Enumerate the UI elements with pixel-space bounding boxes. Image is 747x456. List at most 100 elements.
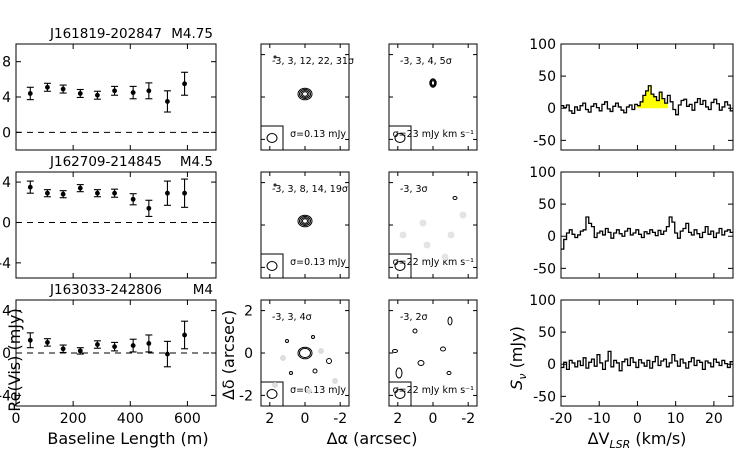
spectrum-line <box>561 85 733 116</box>
noise-contour <box>273 183 277 187</box>
map-x-tick-label: -2 <box>461 411 475 427</box>
data-point <box>165 190 170 196</box>
data-point <box>60 86 66 92</box>
y-tick-label: 4 <box>2 304 11 320</box>
data-point <box>45 84 50 90</box>
vel-tick-label: 10 <box>667 411 685 427</box>
flux-tick-label: 100 <box>529 293 556 309</box>
beam-box <box>388 381 412 407</box>
noise-patch <box>318 348 324 354</box>
spectrum-line <box>561 350 733 372</box>
maps-ylabel: Δδ (arcsec) <box>219 310 238 400</box>
y-tick-label: 0 <box>2 346 11 362</box>
line-contour <box>452 196 458 200</box>
line-contour <box>395 367 403 379</box>
beam-box <box>260 381 284 407</box>
beam-ellipse <box>394 389 406 399</box>
data-point <box>112 190 117 196</box>
continuum-contour-levels: -3, 3, 8, 14, 19σ <box>272 184 348 195</box>
data-point <box>146 88 152 94</box>
noise-patch <box>399 231 407 239</box>
noise-patch <box>423 241 431 249</box>
line-contour <box>412 328 418 334</box>
line-contour <box>440 346 446 352</box>
data-point <box>182 81 187 87</box>
y-tick-label: 0 <box>2 215 11 231</box>
data-point <box>77 91 83 96</box>
source-name: J161819-202847 <box>49 26 162 42</box>
line-contour-levels: -3, 2σ <box>400 312 428 323</box>
source-contour <box>300 217 310 225</box>
map-x-tick-label: 2 <box>393 411 402 427</box>
line-noise-level: σ=23 mJy km s⁻¹ <box>393 129 475 140</box>
line-contour <box>392 349 398 353</box>
x-tick-label: 400 <box>117 411 144 427</box>
source-name: J162709-214845 <box>49 154 162 170</box>
noise-patch <box>441 253 449 261</box>
beam-box <box>260 253 284 279</box>
y-tick-label: -4 <box>0 388 11 404</box>
spec-xlabel: ΔVLSR (km/s) <box>588 429 687 451</box>
noise-contour <box>285 339 289 343</box>
data-point <box>165 99 170 104</box>
source-contour <box>302 91 308 97</box>
noise-contour <box>273 55 277 59</box>
beam-box <box>260 125 284 151</box>
y-tick-label: 4 <box>2 90 11 106</box>
map-x-tick-label: 2 <box>265 411 274 427</box>
noise-patch <box>272 382 278 388</box>
beam-box <box>388 125 412 151</box>
noise-patch <box>306 388 312 394</box>
data-point <box>112 344 117 350</box>
data-point <box>95 92 100 98</box>
beam-ellipse <box>394 261 406 271</box>
flux-tick-label: 100 <box>529 165 556 181</box>
vel-tick-label: -20 <box>550 411 573 427</box>
flux-tick-label: -50 <box>533 261 556 277</box>
map-x-tick-label: -2 <box>333 411 347 427</box>
spectrum-frame <box>560 43 734 151</box>
map-x-tick-label: 0 <box>429 411 438 427</box>
noise-contour <box>289 371 293 375</box>
source-contour <box>302 218 308 224</box>
x-tick-label: 200 <box>60 411 87 427</box>
data-point <box>130 343 136 348</box>
spectral-type: M4.75 <box>171 26 213 42</box>
data-point <box>130 90 136 95</box>
y-tick-label: 4 <box>2 175 11 191</box>
data-point <box>182 190 187 196</box>
source-contour <box>297 346 313 360</box>
line-contour <box>447 316 453 326</box>
noise-contour <box>326 358 332 364</box>
noise-patch <box>419 219 427 227</box>
line-emission-highlight <box>637 85 669 109</box>
flux-tick-label: 100 <box>529 37 556 53</box>
map-y-tick-label: -2 <box>239 388 253 404</box>
continuum-noise-level: σ=0.13 mJy <box>290 385 346 396</box>
noise-patch <box>280 355 286 361</box>
data-point <box>27 337 33 343</box>
source-contour <box>299 215 311 227</box>
vis-axes-frame <box>15 171 217 279</box>
flux-tick-label: -50 <box>533 133 556 149</box>
noise-patch <box>447 231 455 239</box>
spectrum-frame <box>560 171 734 279</box>
y-tick-label: -4 <box>0 256 11 272</box>
data-point <box>95 342 100 347</box>
spectrum-line <box>561 216 733 250</box>
source-contour <box>300 90 310 98</box>
beam-ellipse <box>394 133 406 143</box>
maps-xlabel: Δα (arcsec) <box>327 429 418 448</box>
continuum-contour-levels: -3, 3, 4σ <box>272 312 312 323</box>
left-ylabel: Re(Vis) (mJy) <box>5 308 24 411</box>
line-noise-level: σ=22 mJy km s⁻¹ <box>393 385 475 396</box>
map-x-tick-label: 0 <box>301 411 310 427</box>
y-tick-label: 8 <box>2 55 11 71</box>
data-point <box>60 346 66 352</box>
data-point <box>146 341 152 346</box>
vel-tick-label: -10 <box>588 411 611 427</box>
data-point <box>60 191 66 197</box>
source-contour <box>297 214 313 228</box>
line-contour <box>430 80 436 86</box>
left-xlabel: Baseline Length (m) <box>47 429 208 448</box>
